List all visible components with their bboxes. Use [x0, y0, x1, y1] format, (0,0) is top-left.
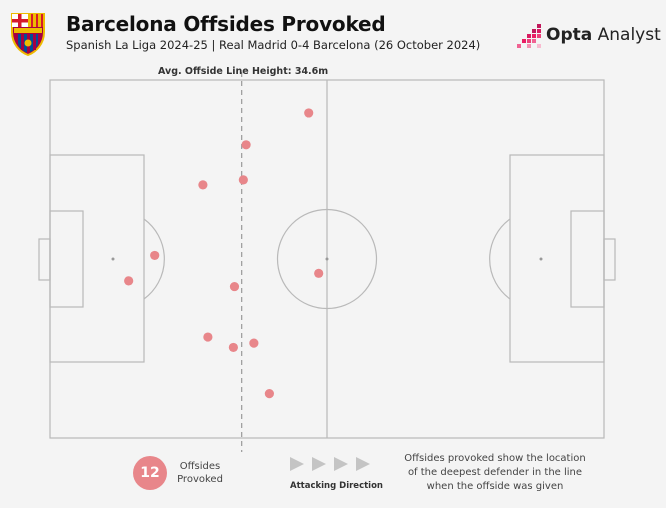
- attacking-direction-label: Attacking Direction: [290, 481, 383, 491]
- left-goal: [38, 238, 51, 281]
- offside-point-7: [314, 268, 324, 278]
- left-six-yard-box: [49, 210, 84, 308]
- right-penalty-spot: [539, 257, 543, 261]
- left-penalty-arc: [143, 218, 165, 300]
- barcelona-crest-icon: [11, 13, 45, 56]
- offside-point-4: [238, 175, 248, 185]
- right-penalty-arc: [489, 218, 511, 300]
- offside-point-12: [264, 389, 274, 399]
- offside-point-8: [229, 281, 240, 292]
- brand-name: Opta Analyst: [546, 25, 661, 45]
- offside-point-1: [304, 108, 314, 118]
- center-spot: [325, 257, 329, 261]
- right-goal: [603, 238, 616, 281]
- pitch: [38, 72, 616, 452]
- left-penalty-box: [49, 154, 145, 363]
- opta-analyst-logo: Opta Analyst: [517, 22, 661, 48]
- offside-point-10: [249, 338, 259, 348]
- attacking-direction-arrows-icon: [290, 457, 370, 471]
- brand-suffix: Analyst: [597, 25, 661, 45]
- offside-point-2: [241, 140, 251, 150]
- offside-points: [124, 108, 324, 399]
- offsides-count-label: Offsides Provoked: [177, 461, 223, 485]
- pitch-lines: [38, 79, 616, 439]
- offside-point-5: [150, 250, 160, 261]
- center-circle: [276, 208, 378, 310]
- right-penalty-box: [509, 154, 605, 363]
- brand-prefix: Opta: [546, 25, 593, 45]
- avg-offside-line-label: Avg. Offside Line Height: 34.6m: [158, 66, 329, 77]
- chart-title: Barcelona Offsides Provoked: [66, 12, 386, 36]
- right-six-yard-box: [570, 210, 605, 308]
- left-penalty-spot: [111, 257, 115, 261]
- chart-subtitle: Spanish La Liga 2024-25 | Real Madrid 0-…: [66, 38, 481, 52]
- chart-note: Offsides provoked show the location of t…: [404, 453, 586, 492]
- opta-dots-icon: [517, 24, 541, 48]
- offside-point-9: [203, 332, 213, 342]
- offside-point-3: [198, 180, 208, 190]
- offside-point-6: [124, 276, 134, 286]
- offsides-count-badge: 12: [133, 456, 167, 490]
- offside-point-11: [228, 342, 238, 353]
